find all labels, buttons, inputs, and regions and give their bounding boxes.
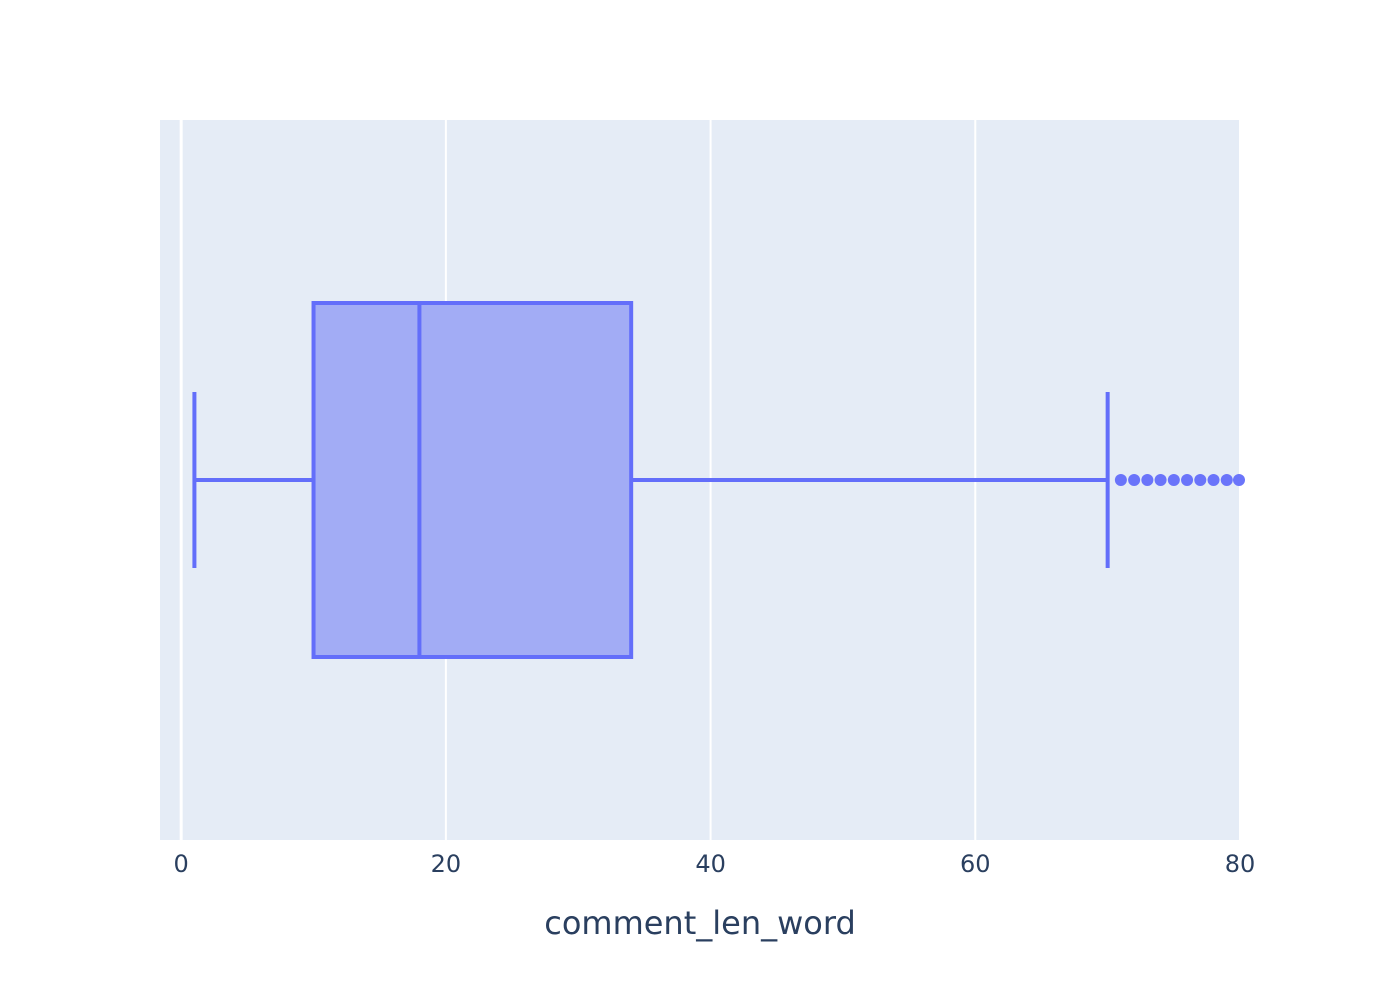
outlier-point: [1207, 474, 1220, 486]
x-tick-label: 40: [695, 850, 726, 878]
outlier-point: [1167, 474, 1180, 486]
outlier-point: [1220, 474, 1233, 486]
outlier-point: [1141, 474, 1154, 486]
box-series: [192, 301, 1110, 659]
outlier-points: [1114, 474, 1245, 486]
x-tick-label: 20: [431, 850, 462, 878]
outlier-point: [1233, 474, 1245, 486]
outlier-point: [1154, 474, 1167, 486]
interquartile-box: [311, 301, 634, 659]
outlier-point: [1181, 474, 1194, 486]
x-axis-title: comment_len_word: [544, 904, 856, 942]
outlier-point: [1114, 474, 1127, 486]
outlier-point: [1194, 474, 1207, 486]
x-tick-label: 60: [960, 850, 991, 878]
x-tick-label: 80: [1225, 850, 1256, 878]
outlier-point: [1128, 474, 1141, 486]
x-tick-labels: 0 20 40 60 80: [174, 850, 1256, 878]
x-tick-label: 0: [174, 850, 189, 878]
